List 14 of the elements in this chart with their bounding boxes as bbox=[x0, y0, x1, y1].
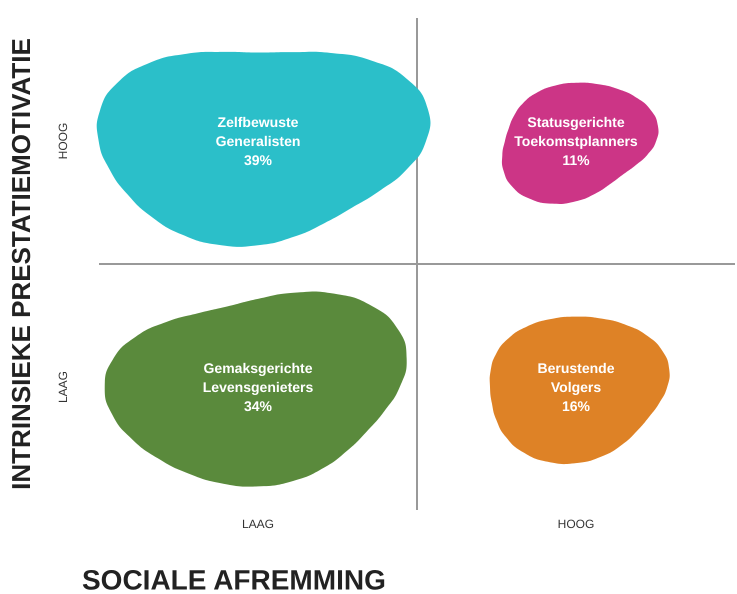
category-label: Berustende Volgers bbox=[537, 360, 615, 395]
data-label: 39% bbox=[244, 152, 273, 168]
data-label: 16% bbox=[562, 398, 591, 414]
data-label: 34% bbox=[244, 398, 273, 414]
category-label: Statusgerichte Toekomstplanners bbox=[514, 114, 638, 149]
category-label: Gemaksgerichte Levensgenieters bbox=[202, 360, 314, 395]
data-label: 11% bbox=[562, 152, 590, 168]
text: LAAG bbox=[242, 517, 274, 531]
text: HOOG bbox=[56, 122, 70, 160]
text: LAAG bbox=[56, 370, 70, 404]
text: SOCIALE AFREMMING bbox=[82, 564, 386, 594]
text: HOOG bbox=[558, 517, 594, 531]
category-label: Zelfbewuste Generalisten bbox=[216, 114, 300, 149]
text: INTRINSIEKE PRESTATIEMOTIVATIE bbox=[6, 38, 36, 490]
